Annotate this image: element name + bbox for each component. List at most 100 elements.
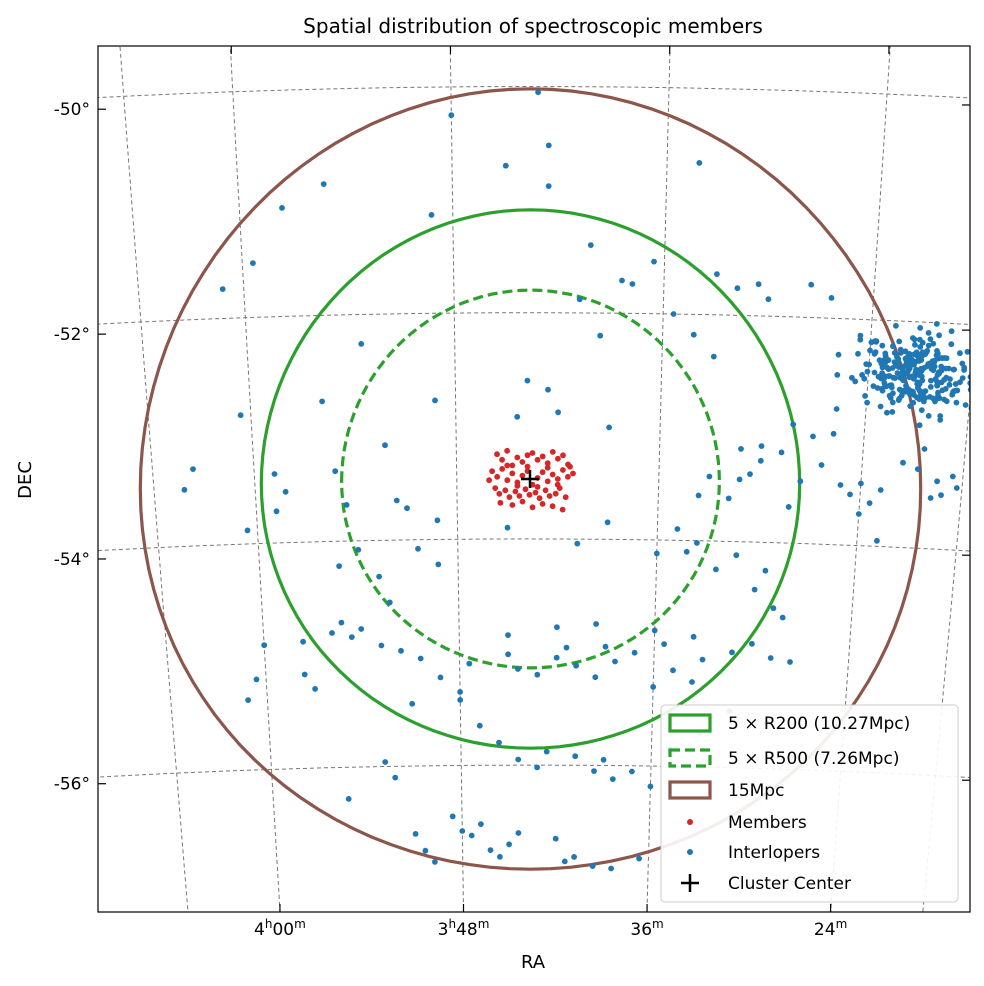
scatter-point bbox=[916, 396, 923, 402]
scatter-point bbox=[534, 764, 540, 771]
scatter-point bbox=[930, 340, 937, 347]
scatter-point bbox=[690, 633, 697, 640]
scatter-point bbox=[554, 481, 561, 488]
scatter-point bbox=[936, 370, 942, 377]
legend-swatch bbox=[668, 713, 712, 733]
scatter-point bbox=[376, 573, 382, 580]
scatter-point bbox=[866, 361, 872, 368]
scatter-point bbox=[953, 485, 960, 491]
legend: 5 × R200 (10.27Mpc) 5 × R500 (7.26Mpc) 15M… bbox=[660, 704, 959, 903]
scatter-point bbox=[554, 624, 560, 631]
scatter-point bbox=[546, 493, 553, 499]
scatter-point bbox=[834, 372, 841, 378]
scatter-point bbox=[358, 626, 365, 632]
scatter-point bbox=[562, 494, 569, 501]
scatter-point bbox=[886, 392, 893, 399]
scatter-point bbox=[563, 644, 570, 651]
scatter-point bbox=[502, 162, 509, 169]
legend-swatch bbox=[668, 780, 712, 800]
scatter-point bbox=[457, 697, 464, 703]
scatter-point bbox=[457, 689, 463, 695]
scatter-point bbox=[762, 567, 769, 574]
scatter-point bbox=[948, 328, 955, 335]
scatter-point bbox=[689, 679, 695, 685]
scatter-point bbox=[190, 466, 196, 472]
scatter-point bbox=[938, 379, 945, 386]
scatter-point bbox=[849, 374, 855, 381]
scatter-point bbox=[896, 395, 903, 402]
scatter-point bbox=[877, 403, 884, 410]
scatter-point bbox=[910, 388, 916, 395]
scatter-point bbox=[706, 473, 713, 480]
scatter-point bbox=[593, 621, 599, 627]
scatter-point bbox=[934, 348, 940, 354]
scatter-point bbox=[694, 540, 700, 546]
scatter-point bbox=[674, 526, 681, 532]
scatter-point bbox=[560, 452, 566, 459]
scatter-point bbox=[699, 656, 706, 663]
scatter-point bbox=[519, 459, 526, 465]
scatter-point bbox=[253, 676, 260, 683]
scatter-point bbox=[631, 649, 638, 656]
plot-frame bbox=[97, 45, 971, 913]
grid-line-dec bbox=[98, 312, 970, 326]
scatter-point bbox=[519, 498, 526, 505]
scatter-point bbox=[466, 660, 473, 667]
scatter-point bbox=[319, 398, 325, 405]
scatter-point bbox=[573, 662, 579, 669]
scatter-point bbox=[835, 351, 842, 358]
scatter-point bbox=[422, 847, 429, 854]
scatter-point bbox=[181, 486, 188, 493]
x-tick-label: 36m bbox=[630, 917, 663, 940]
scatter-point bbox=[930, 367, 937, 374]
legend-label: 5 × R500 (7.26Mpc) bbox=[728, 749, 899, 769]
scatter-point bbox=[908, 356, 915, 363]
scatter-point bbox=[509, 470, 516, 477]
grid-line-ra bbox=[646, 46, 671, 912]
scatter-point bbox=[907, 403, 914, 409]
scatter-point bbox=[935, 389, 941, 396]
scatter-point bbox=[602, 643, 609, 650]
scatter-point bbox=[343, 502, 350, 508]
scatter-point bbox=[661, 641, 667, 647]
scatter-point bbox=[244, 527, 251, 534]
scatter-point bbox=[494, 451, 500, 458]
scatter-point bbox=[755, 281, 762, 288]
scatter-point bbox=[608, 865, 614, 872]
scatter-point bbox=[927, 336, 934, 342]
scatter-point bbox=[535, 89, 541, 96]
scatter-point bbox=[574, 540, 581, 547]
scatter-point bbox=[398, 647, 404, 654]
scatter-point bbox=[504, 447, 510, 454]
scatter-point bbox=[529, 504, 536, 511]
scatter-point bbox=[690, 331, 697, 338]
scatter-point bbox=[810, 433, 816, 440]
scatter-point bbox=[651, 627, 658, 634]
scatter-point bbox=[329, 630, 335, 636]
scatter-point bbox=[219, 286, 226, 292]
scatter-point bbox=[941, 355, 948, 361]
scatter-point bbox=[560, 467, 566, 473]
scatter-point bbox=[713, 566, 719, 573]
scatter-point bbox=[929, 358, 936, 364]
y-tick-label: -52° bbox=[54, 325, 90, 345]
scatter-point bbox=[437, 674, 444, 681]
scatter-point bbox=[559, 506, 566, 513]
scatter-point bbox=[818, 462, 825, 468]
scatter-point bbox=[539, 501, 546, 507]
scatter-point bbox=[636, 855, 642, 862]
scatter-point bbox=[478, 821, 484, 827]
scatter-point bbox=[382, 759, 389, 765]
scatter-point bbox=[900, 377, 906, 383]
scatter-point bbox=[629, 768, 635, 775]
scatter-point bbox=[961, 364, 968, 371]
scatter-point bbox=[895, 358, 902, 365]
scatter-point bbox=[942, 386, 949, 392]
scatter-point bbox=[499, 456, 505, 463]
scatter-point bbox=[888, 384, 895, 391]
scatter-point bbox=[927, 495, 934, 501]
scatter-point bbox=[747, 471, 753, 477]
scatter-point bbox=[894, 370, 901, 376]
scatter-point bbox=[696, 160, 703, 166]
scatter-point bbox=[808, 281, 815, 288]
